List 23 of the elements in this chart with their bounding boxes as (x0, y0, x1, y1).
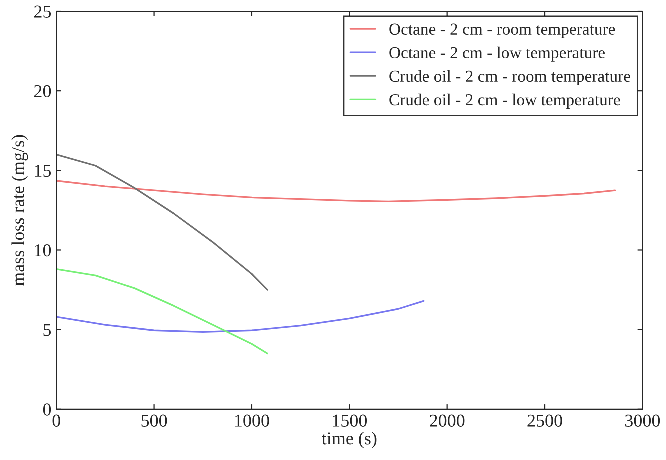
x-tick-label: 2000 (430, 414, 465, 427)
x-tick-label: 1000 (236, 414, 270, 427)
y-tick-label: 10 (35, 244, 52, 257)
x-tick-label: 0 (52, 414, 60, 427)
x-axis-title: time (s) (322, 432, 377, 448)
x-tick-label: 500 (142, 414, 168, 427)
x-tick-label: 1500 (333, 414, 368, 427)
x-tick-label: 2500 (528, 414, 562, 427)
y-tick-label: 5 (44, 324, 52, 336)
line-series (56, 300, 425, 334)
line-series (56, 154, 268, 291)
line-series (56, 180, 616, 203)
y-tick-label: 20 (34, 85, 52, 98)
legend-label: Crude oil - 2 cm - low temperature (390, 94, 620, 110)
y-tick-label: 15 (35, 165, 52, 178)
y-tick-label: 25 (34, 6, 52, 18)
legend-label: Crude oil - 2 cm - room temperature (390, 70, 630, 86)
y-axis-title: mass loss rate (mg/s) (12, 135, 28, 286)
line-series (56, 268, 268, 355)
y-tick-label: 0 (43, 404, 52, 416)
legend-label: Octane - 2 cm - room temperature (390, 24, 616, 38)
x-tick-label: 3000 (626, 414, 660, 427)
legend-label: Octane - 2 cm - low temperature (390, 46, 605, 62)
